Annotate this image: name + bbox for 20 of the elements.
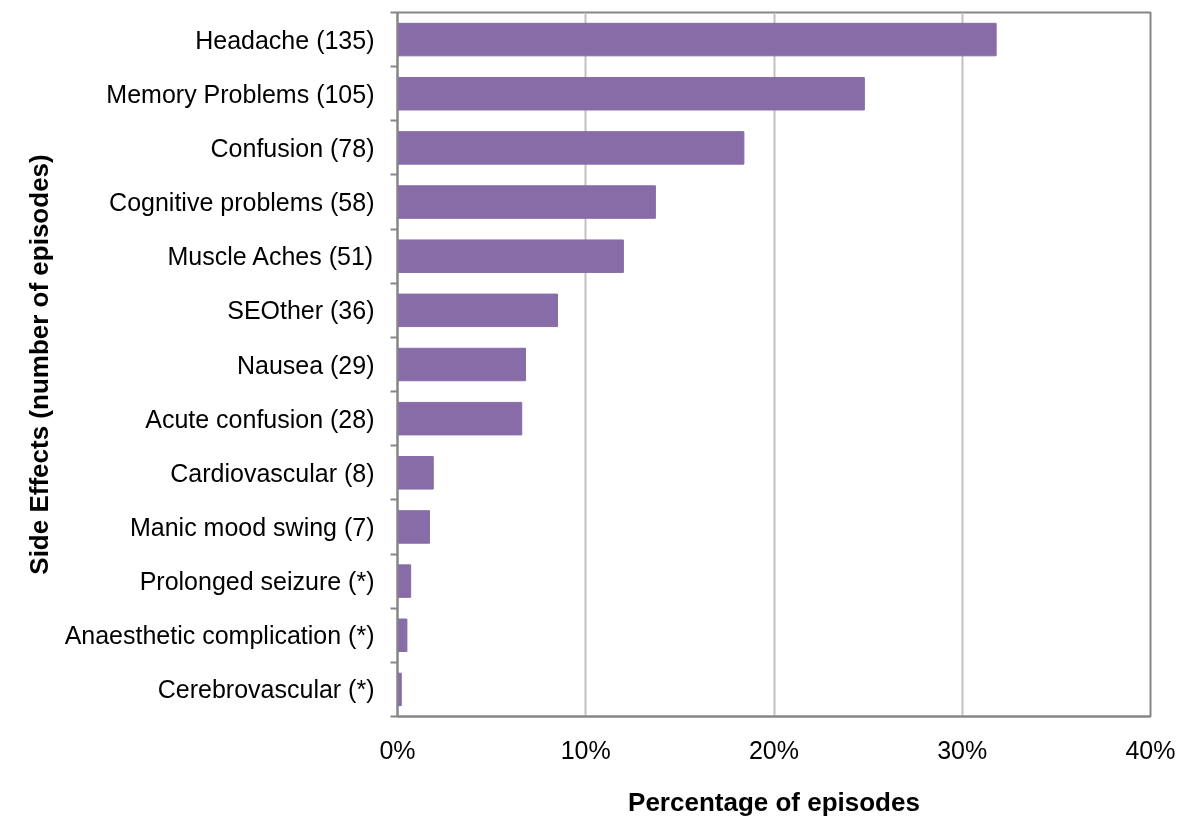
y-tick-label: Cardiovascular (8) [170, 458, 375, 487]
y-tick-label: Acute confusion (28) [145, 404, 375, 433]
y-axis-title: Side Effects (number of episodes) [23, 154, 54, 575]
y-tick-label: Confusion (78) [210, 133, 375, 162]
y-tick-label: Muscle Aches (51) [167, 242, 374, 271]
y-tick-label: Anaesthetic complication (*) [64, 621, 375, 650]
x-axis-title: Percentage of episodes [628, 786, 920, 817]
y-tick-label: Prolonged seizure (*) [139, 567, 375, 596]
y-tick-label: Cerebrovascular (*) [157, 675, 375, 704]
x-tick-label: 30% [937, 735, 988, 764]
y-tick-label: Manic mood swing (7) [129, 512, 375, 541]
x-tick-label: 10% [560, 735, 611, 764]
x-tick-label: 20% [748, 735, 800, 764]
x-tick-label: 0% [379, 735, 416, 764]
y-tick-label: Nausea (29) [236, 350, 375, 379]
y-tick-label: SEOther (36) [227, 296, 375, 325]
y-tick-label: Memory Problems (105) [106, 79, 375, 108]
y-tick-label: Headache (135) [195, 25, 375, 54]
x-tick-label: 40% [1125, 735, 1176, 764]
y-tick-label: Cognitive problems (58) [109, 188, 375, 217]
